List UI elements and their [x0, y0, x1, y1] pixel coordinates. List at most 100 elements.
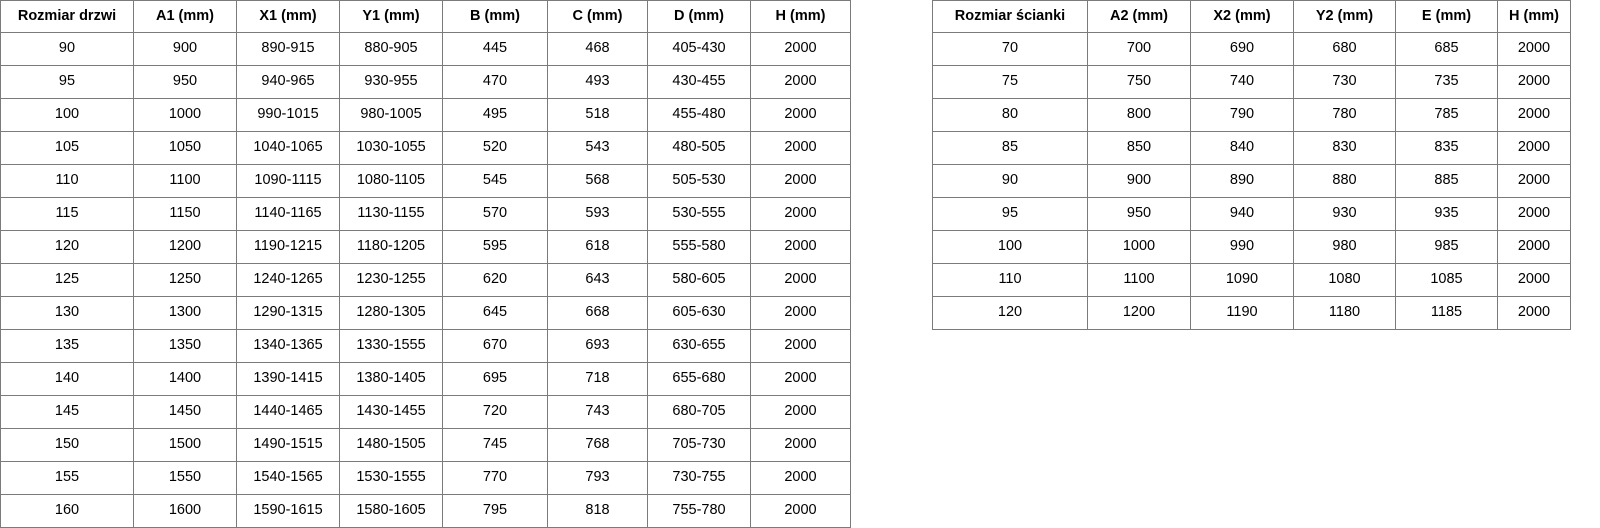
table-cell: 800 — [1087, 98, 1191, 132]
door-table-body: 90 900 890-915 880-905 445 468 405-430 2000 95 95… — [0, 32, 851, 528]
table-cell: 1190-1215 — [236, 230, 340, 264]
column-header: A2 (mm) — [1087, 0, 1191, 33]
table-row: 125 1250 1240-1265 1230-1255 620 643 580-605 20… — [0, 263, 851, 297]
table-cell: 795 — [442, 494, 548, 528]
table-cell: 1090-1115 — [236, 164, 340, 198]
table-cell: 110 — [0, 164, 134, 198]
table-cell: 2000 — [750, 197, 851, 231]
table-cell: 1130-1155 — [339, 197, 443, 231]
table-cell: 2000 — [1497, 230, 1571, 264]
column-header: D (mm) — [647, 0, 751, 33]
table-cell: 120 — [932, 296, 1088, 330]
table-cell: 790 — [1190, 98, 1294, 132]
table-cell: 555-580 — [647, 230, 751, 264]
table-cell: 2000 — [750, 329, 851, 363]
table-row: 105 1050 1040-1065 1030-1055 520 543 480-505 20… — [0, 131, 851, 165]
table-cell: 1280-1305 — [339, 296, 443, 330]
column-header: B (mm) — [442, 0, 548, 33]
table-cell: 480-505 — [647, 131, 751, 165]
table-row: 100 1000 990 980 985 2000 — [932, 230, 1571, 264]
table-cell: 95 — [932, 197, 1088, 231]
table-cell: 685 — [1395, 32, 1498, 66]
table-row: 110 1100 1090-1115 1080-1105 545 568 505-530 20… — [0, 164, 851, 198]
column-header: X2 (mm) — [1190, 0, 1294, 33]
table-row: 155 1550 1540-1565 1530-1555 770 793 730-755 20… — [0, 461, 851, 495]
table-row: 120 1200 1190 1180 1185 2000 — [932, 296, 1571, 330]
table-header-row: Rozmiar drzwi A1 (mm) X1 (mm) Y1 (mm) B (mm)… — [0, 0, 851, 33]
table-cell: 1250 — [133, 263, 237, 297]
table-cell: 1190 — [1190, 296, 1294, 330]
table-cell: 100 — [932, 230, 1088, 264]
table-cell: 818 — [547, 494, 648, 528]
table-cell: 140 — [0, 362, 134, 396]
table-cell: 793 — [547, 461, 648, 495]
table-cell: 940-965 — [236, 65, 340, 99]
table-cell: 445 — [442, 32, 548, 66]
table-cell: 505-530 — [647, 164, 751, 198]
table-cell: 735 — [1395, 65, 1498, 99]
table-cell: 530-555 — [647, 197, 751, 231]
wall-table-body: 70 700 690 680 685 2000 75 750 740 730 735 2000 80 80… — [932, 32, 1571, 330]
table-cell: 980-1005 — [339, 98, 443, 132]
table-cell: 2000 — [1497, 164, 1571, 198]
table-row: 70 700 690 680 685 2000 — [932, 32, 1571, 66]
table-row: 135 1350 1340-1365 1330-1555 670 693 630-655 20… — [0, 329, 851, 363]
table-cell: 1240-1265 — [236, 263, 340, 297]
table-cell: 160 — [0, 494, 134, 528]
table-cell: 493 — [547, 65, 648, 99]
table-cell: 605-630 — [647, 296, 751, 330]
table-cell: 1150 — [133, 197, 237, 231]
table-cell: 2000 — [750, 296, 851, 330]
table-cell: 718 — [547, 362, 648, 396]
table-cell: 145 — [0, 395, 134, 429]
table-cell: 620 — [442, 263, 548, 297]
column-header: C (mm) — [547, 0, 648, 33]
table-cell: 150 — [0, 428, 134, 462]
table-cell: 645 — [442, 296, 548, 330]
table-cell: 125 — [0, 263, 134, 297]
table-cell: 890 — [1190, 164, 1294, 198]
table-cell: 1590-1615 — [236, 494, 340, 528]
table-cell: 2000 — [1497, 98, 1571, 132]
table-cell: 155 — [0, 461, 134, 495]
table-cell: 940 — [1190, 197, 1294, 231]
table-cell: 900 — [133, 32, 237, 66]
table-row: 90 900 890 880 885 2000 — [932, 164, 1571, 198]
table-cell: 430-455 — [647, 65, 751, 99]
table-cell: 2000 — [750, 230, 851, 264]
table-cell: 2000 — [1497, 296, 1571, 330]
table-cell: 2000 — [750, 263, 851, 297]
table-cell: 1090 — [1190, 263, 1294, 297]
table-cell: 900 — [1087, 164, 1191, 198]
table-cell: 1185 — [1395, 296, 1498, 330]
table-cell: 1540-1565 — [236, 461, 340, 495]
table-cell: 2000 — [750, 98, 851, 132]
table-row: 150 1500 1490-1515 1480-1505 745 768 705-730 20… — [0, 428, 851, 462]
table-cell: 70 — [932, 32, 1088, 66]
table-cell: 1330-1555 — [339, 329, 443, 363]
table-cell: 1200 — [133, 230, 237, 264]
table-cell: 1600 — [133, 494, 237, 528]
table-cell: 95 — [0, 65, 134, 99]
table-row: 100 1000 990-1015 980-1005 495 518 455-480 2000 — [0, 98, 851, 132]
table-cell: 705-730 — [647, 428, 751, 462]
table-cell: 743 — [547, 395, 648, 429]
table-cell: 1180-1205 — [339, 230, 443, 264]
table-cell: 1490-1515 — [236, 428, 340, 462]
column-header: X1 (mm) — [236, 0, 340, 33]
table-cell: 2000 — [750, 395, 851, 429]
table-cell: 1085 — [1395, 263, 1498, 297]
table-cell: 2000 — [750, 461, 851, 495]
column-header: Y1 (mm) — [339, 0, 443, 33]
table-cell: 1340-1365 — [236, 329, 340, 363]
table-cell: 2000 — [750, 164, 851, 198]
table-cell: 985 — [1395, 230, 1498, 264]
wall-dimensions-table: Rozmiar ścianki A2 (mm) X2 (mm) Y2 (mm) E (m… — [932, 0, 1571, 330]
table-row: 90 900 890-915 880-905 445 468 405-430 2000 — [0, 32, 851, 66]
column-header: Rozmiar drzwi — [0, 0, 134, 33]
table-cell: 1100 — [133, 164, 237, 198]
column-header: E (mm) — [1395, 0, 1498, 33]
table-cell: 595 — [442, 230, 548, 264]
table-cell: 85 — [932, 131, 1088, 165]
table-cell: 2000 — [1497, 263, 1571, 297]
